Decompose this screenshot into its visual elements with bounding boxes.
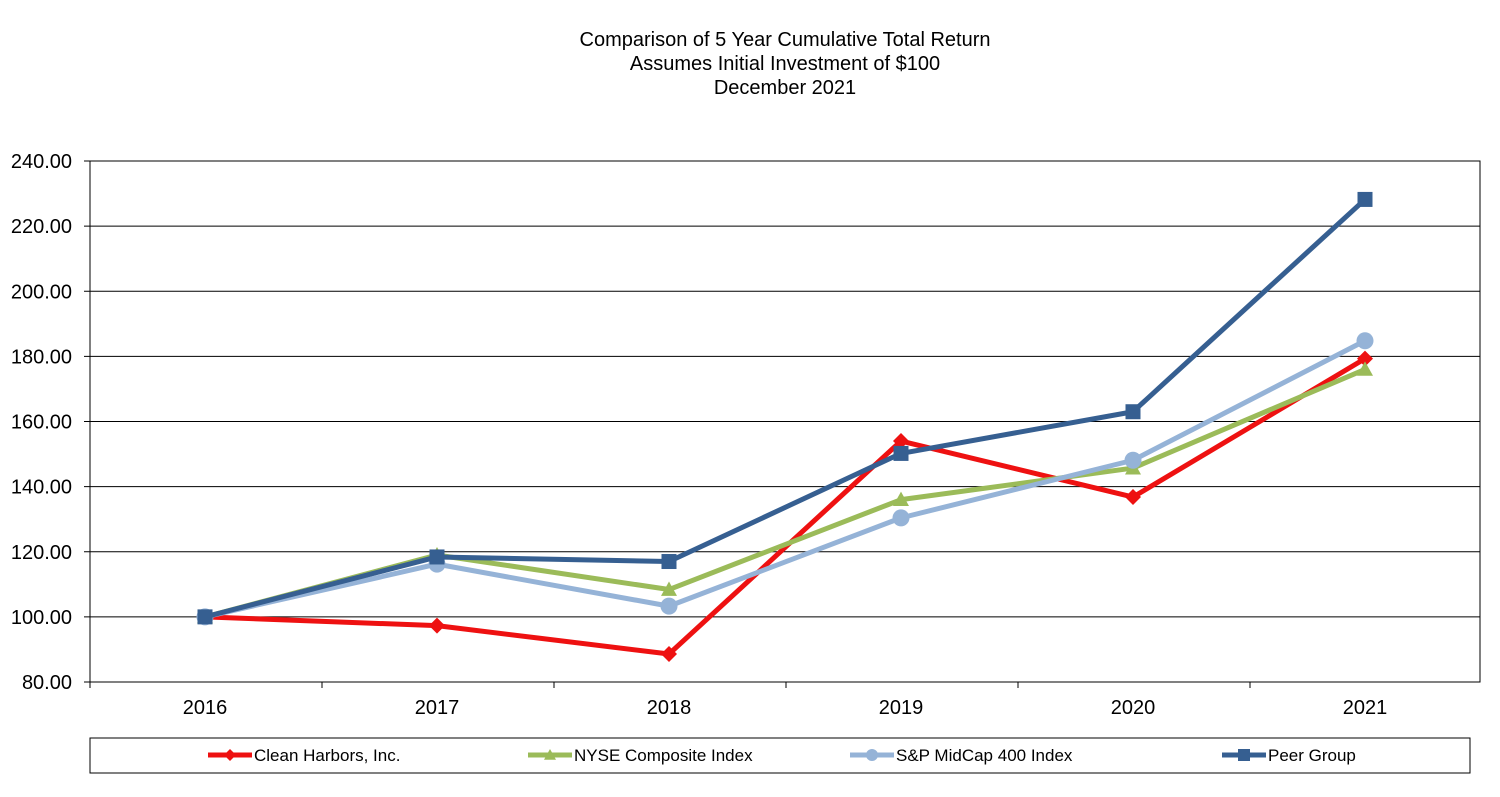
y-tick-label: 80.00 xyxy=(22,672,72,694)
y-tick-label: 200.00 xyxy=(11,281,72,303)
data-point-square xyxy=(893,445,909,461)
data-point-diamond xyxy=(893,433,909,450)
y-tick-label: 220.00 xyxy=(11,216,72,238)
legend-label: Clean Harbors, Inc. xyxy=(254,746,400,765)
chart-title: Comparison of 5 Year Cumulative Total Re… xyxy=(579,29,991,51)
data-point-diamond xyxy=(661,645,677,662)
chart-subtitle-date: December 2021 xyxy=(713,77,857,99)
data-point-circle xyxy=(1356,332,1374,350)
legend-item: Clean Harbors, Inc. xyxy=(208,746,400,765)
series-s-p-midcap-400-index xyxy=(196,332,1374,626)
legend: Clean Harbors, Inc. NYSE Composite Index S… xyxy=(89,737,1471,774)
x-tick-label: 2018 xyxy=(647,697,692,719)
data-point-diamond xyxy=(1357,350,1373,367)
series-clean-harbors-inc xyxy=(197,350,1373,662)
data-point-square xyxy=(429,549,445,565)
data-point-triangle xyxy=(544,749,556,760)
series-line xyxy=(204,338,1367,620)
y-tick-label: 100.00 xyxy=(11,607,72,629)
series-group xyxy=(196,191,1374,662)
x-tick-label: 2021 xyxy=(1343,697,1388,719)
data-point-circle xyxy=(1124,451,1142,469)
data-point-circle xyxy=(660,597,678,615)
series-nyse-composite-index xyxy=(197,361,1373,624)
data-point-square xyxy=(661,554,677,570)
data-point-diamond xyxy=(1125,489,1141,506)
data-point-diamond xyxy=(429,617,445,634)
legend-label: S&P MidCap 400 Index xyxy=(896,746,1073,765)
data-point-circle xyxy=(892,509,910,527)
legend-item: NYSE Composite Index xyxy=(528,746,753,765)
data-point-triangle xyxy=(661,581,677,596)
legend-label: NYSE Composite Index xyxy=(574,746,753,765)
x-tick-label: 2020 xyxy=(1111,697,1156,719)
y-tick-label: 180.00 xyxy=(11,346,72,368)
x-tick-label: 2019 xyxy=(879,697,924,719)
y-tick-label: 240.00 xyxy=(11,151,72,173)
data-point-square xyxy=(1238,749,1250,761)
y-tick-label: 160.00 xyxy=(11,412,72,434)
data-point-triangle xyxy=(1357,361,1373,376)
x-tick-label: 2016 xyxy=(183,697,228,719)
series-peer-group xyxy=(197,191,1373,625)
chart-subtitle: Assumes Initial Investment of $100 xyxy=(629,53,941,75)
data-point-diamond xyxy=(224,749,236,761)
data-point-square xyxy=(197,609,213,625)
data-point-triangle xyxy=(893,491,909,507)
legend-item: S&P MidCap 400 Index xyxy=(850,746,1073,765)
chart-title-block: Comparison of 5 Year Cumulative Total Re… xyxy=(0,28,1500,100)
legend-item: Peer Group xyxy=(1222,746,1356,765)
y-tick-label: 120.00 xyxy=(11,542,72,564)
series-line xyxy=(204,197,1367,620)
data-point-square xyxy=(1125,404,1141,420)
axes: 80.00 100.00 120.00 140.00 160.00 180.00 200.0… xyxy=(11,151,1387,719)
series-line xyxy=(204,356,1367,657)
legend-label: Peer Group xyxy=(1268,746,1356,765)
data-point-square xyxy=(1357,191,1373,207)
data-point-circle xyxy=(866,749,878,761)
x-tick-label: 2017 xyxy=(415,697,460,719)
y-tick-label: 140.00 xyxy=(11,477,72,499)
gridlines xyxy=(90,160,1480,683)
